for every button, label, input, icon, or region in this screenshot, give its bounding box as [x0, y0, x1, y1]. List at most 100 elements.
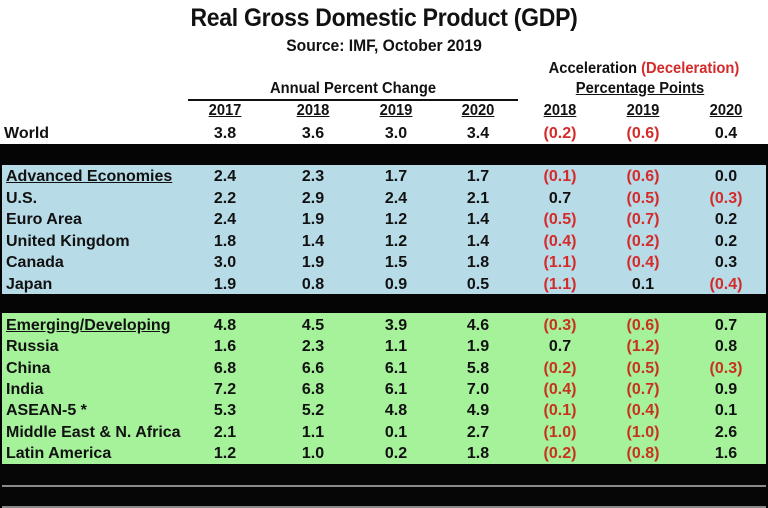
annual-change-cell: 2.3 [301, 168, 325, 185]
acceleration-cell: (0.3) [709, 189, 743, 207]
acceleration-cell: (0.7) [626, 380, 660, 398]
annual-change-cell: 7.0 [466, 380, 490, 398]
advanced-economies-section: Advanced Economies 2.4 2.3 1.7 1.7 (0.1) (0.6)… [2, 165, 766, 294]
year-header-2020: 2020 [461, 102, 495, 119]
annual-change-cell: 1.9 [466, 338, 490, 356]
annual-change-cell: 4.8 [384, 402, 408, 420]
annual-change-cell: 3.9 [384, 317, 408, 334]
empty-row [2, 487, 766, 508]
annual-change-cell: 4.8 [213, 317, 237, 334]
deceleration-label: (Deceleration) [641, 60, 740, 77]
acceleration-cell: (1.1) [543, 275, 577, 293]
acceleration-cell: 0.1 [714, 402, 738, 420]
acceleration-cell: 0.7 [548, 189, 572, 207]
annual-change-cell: 1.5 [384, 254, 408, 271]
row-label: India [6, 380, 44, 398]
table-row: India 7.2 6.8 6.1 7.0 (0.4) (0.7) 0.9 [0, 379, 768, 400]
empty-row [2, 466, 766, 487]
annual-change-cell: 1.2 [213, 444, 237, 462]
annual-change-cell: 7.2 [213, 380, 237, 398]
table-row: World 3.8 3.6 3.0 3.4 (0.2) (0.6) 0.4 [0, 123, 768, 144]
row-label: Russia [6, 338, 59, 356]
annual-change-cell: 4.9 [466, 402, 490, 420]
row-label: U.S. [6, 189, 38, 207]
acceleration-header: Acceleration (Deceleration) [530, 60, 758, 78]
acceleration-cell: 0.7 [548, 338, 572, 356]
table-row: Canada 3.0 1.9 1.5 1.8 (1.1) (0.4) 0.3 [0, 252, 768, 273]
accel-year-header-2020: 2020 [709, 102, 743, 119]
annual-change-cell: 1.7 [466, 168, 490, 185]
acceleration-cell: (0.2) [626, 232, 660, 250]
annual-percent-change-header: Annual Percent Change [269, 80, 437, 97]
acceleration-cell: 0.1 [631, 275, 655, 293]
annual-change-cell: 1.4 [466, 232, 490, 250]
annual-change-cell: 2.1 [466, 189, 490, 207]
emerging-developing-section: Emerging/Developing 4.8 4.5 3.9 4.6 (0.3) (0.6… [2, 313, 766, 464]
table-row: Russia 1.6 2.3 1.1 1.9 0.7 (1.2) 0.8 [0, 336, 768, 357]
accel-year-header-2019: 2019 [626, 102, 660, 119]
acceleration-cell: (0.2) [543, 359, 577, 377]
acceleration-cell: (1.0) [543, 423, 577, 441]
acceleration-cell: (0.6) [626, 168, 660, 185]
table-row: Euro Area 2.4 1.9 1.2 1.4 (0.5) (0.7) 0.2 [0, 209, 768, 230]
annual-change-cell: 3.0 [213, 254, 237, 271]
row-label: Latin America [6, 444, 112, 462]
header-area: Real Gross Domestic Product (GDP) Source… [0, 0, 768, 144]
table-row: Japan 1.9 0.8 0.9 0.5 (1.1) 0.1 (0.4) [0, 274, 768, 295]
annual-change-cell: 2.4 [213, 168, 237, 185]
acceleration-cell: (0.1) [543, 402, 577, 420]
table-row: Advanced Economies 2.4 2.3 1.7 1.7 (0.1) (0.6)… [0, 166, 768, 187]
acceleration-cell: (0.5) [543, 211, 577, 228]
acceleration-cell: (0.4) [543, 232, 577, 250]
year-header-2018: 2018 [296, 102, 330, 119]
acceleration-cell: (0.4) [626, 402, 660, 420]
annual-change-cell: 1.1 [301, 423, 325, 441]
annual-change-cell: 3.6 [301, 125, 325, 142]
table-row: U.S. 2.2 2.9 2.4 2.1 0.7 (0.5) (0.3) [0, 188, 768, 209]
annual-change-cell: 2.9 [301, 189, 325, 207]
acceleration-cell: 0.3 [714, 254, 738, 271]
acceleration-cell: 0.9 [714, 380, 738, 398]
annual-change-cell: 1.8 [213, 232, 237, 250]
row-label: ASEAN-5 * [6, 402, 87, 420]
table-row: Latin America 1.2 1.0 0.2 1.8 (0.2) (0.8) 1.6 [0, 443, 768, 464]
row-label: Middle East & N. Africa [6, 423, 181, 441]
annual-change-cell: 2.4 [213, 211, 237, 228]
annual-change-cell: 6.6 [301, 359, 325, 377]
annual-change-cell: 1.9 [301, 211, 325, 228]
row-label: Euro Area [6, 211, 82, 228]
acceleration-cell: 0.8 [714, 338, 738, 356]
row-label: Advanced Economies [6, 168, 173, 185]
acceleration-cell: (1.2) [626, 338, 660, 356]
annual-change-cell: 0.9 [384, 275, 408, 293]
acceleration-cell: 0.4 [714, 125, 738, 142]
annual-change-cell: 0.1 [384, 423, 408, 441]
acceleration-cell: 2.6 [714, 423, 738, 441]
acceleration-cell: (0.2) [543, 125, 577, 142]
percentage-points-header: Percentage Points [575, 80, 705, 97]
annual-change-cell: 1.9 [301, 254, 325, 271]
row-label: Canada [6, 254, 64, 271]
annual-change-cell: 1.9 [213, 275, 237, 293]
annual-change-cell: 5.8 [466, 359, 490, 377]
acceleration-cell: (0.2) [543, 444, 577, 462]
accel-year-header-2018: 2018 [543, 102, 577, 119]
acceleration-label: Acceleration [548, 60, 638, 77]
row-label: Japan [6, 275, 53, 293]
acceleration-cell: (1.1) [543, 254, 577, 271]
annual-change-cell: 5.3 [213, 402, 237, 420]
annual-change-cell: 6.8 [301, 380, 325, 398]
acceleration-cell: (0.4) [543, 380, 577, 398]
annual-change-cell: 1.8 [466, 444, 490, 462]
annual-change-cell: 6.1 [384, 359, 408, 377]
acceleration-cell: 0.2 [714, 232, 738, 250]
annual-change-cell: 2.1 [213, 423, 237, 441]
acceleration-cell: (0.4) [709, 275, 743, 293]
annual-change-cell: 2.3 [301, 338, 325, 356]
annual-change-cell: 3.4 [466, 125, 490, 142]
acceleration-cell: 0.2 [714, 211, 738, 228]
acceleration-cell: (1.0) [626, 423, 660, 441]
table-row: Emerging/Developing 4.8 4.5 3.9 4.6 (0.3) (0.6… [0, 315, 768, 336]
annual-change-cell: 6.8 [213, 359, 237, 377]
year-header-2017: 2017 [208, 102, 242, 119]
